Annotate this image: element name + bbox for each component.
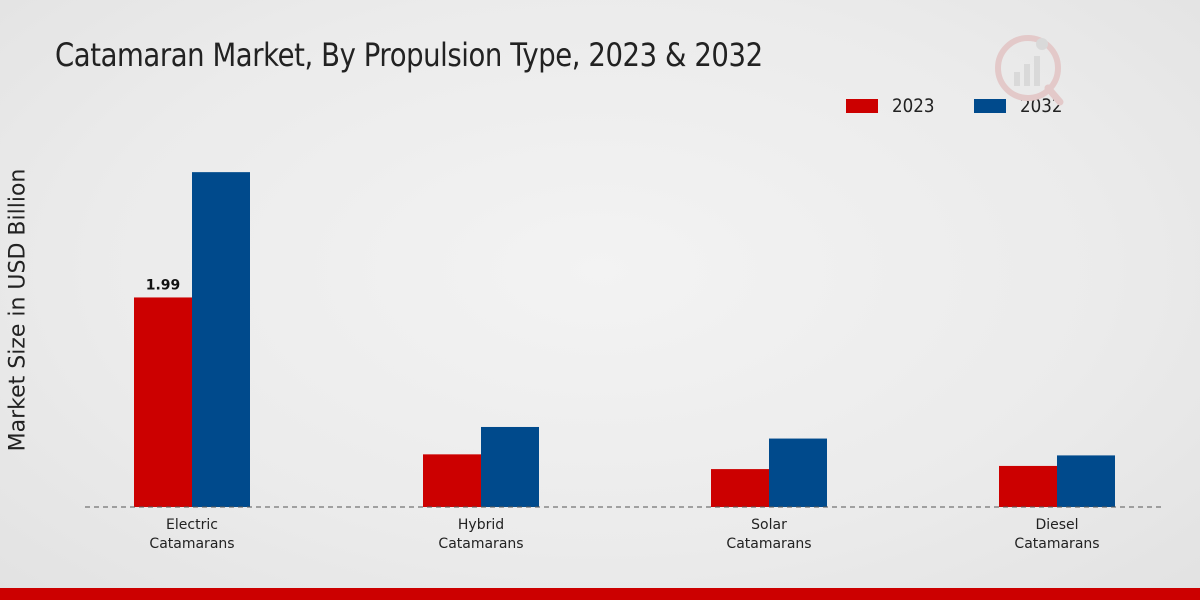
x-tick-label-electric: Electric Catamarans [149,517,234,552]
watermark-logo-icon [995,35,1064,106]
legend-swatch-2023 [846,99,878,113]
data-label: 1.99 [146,277,181,293]
bar-2023-diesel [999,465,1057,507]
bar-2032-electric [192,172,250,507]
chart-title: Catamaran Market, By Propulsion Type, 20… [55,36,763,74]
footer-accent-bar [0,588,1200,600]
bar-2032-diesel [1057,455,1115,507]
legend-item-2023: 2023 [846,95,940,117]
x-tick-label-hybrid: Hybrid Catamarans [438,517,523,552]
legend-label-2023: 2023 [892,95,935,117]
x-tick-label-solar: Solar Catamarans [726,517,811,552]
bar-2023-solar [711,469,769,507]
bar-2023-hybrid [423,454,481,507]
x-tick-label-diesel: Diesel Catamarans [1014,517,1099,552]
bar-2032-hybrid [481,426,539,507]
bar-2032-solar [769,438,827,507]
bar-2023-electric [134,297,192,507]
legend-swatch-2032 [974,99,1007,113]
